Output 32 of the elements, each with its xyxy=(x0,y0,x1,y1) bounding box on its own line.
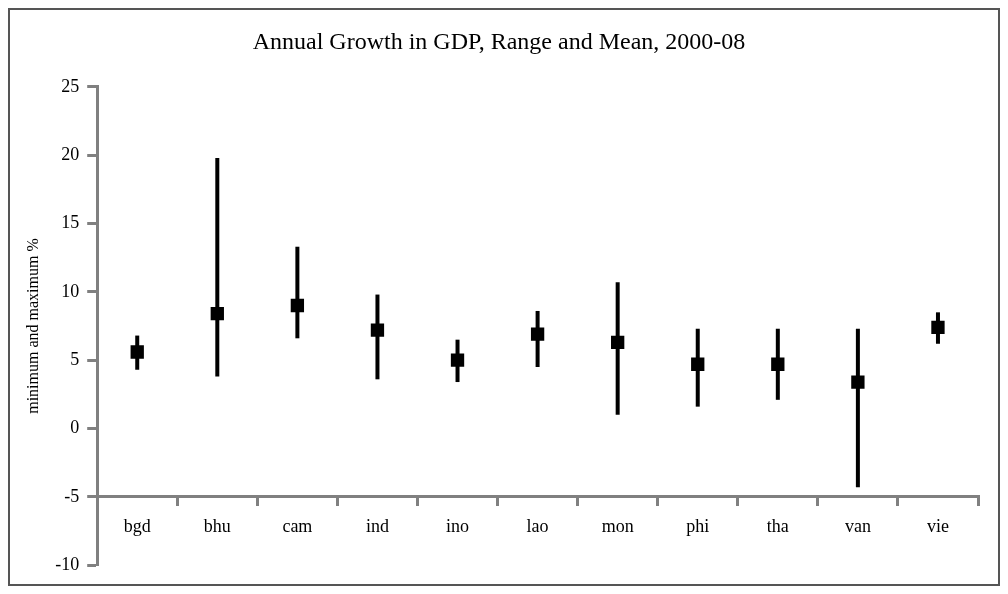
x-tick-label: ino xyxy=(446,516,470,537)
point xyxy=(130,345,144,359)
y-tick-label: 5 xyxy=(70,348,80,369)
x-tick-label: van xyxy=(844,516,871,537)
x-tick-label: vie xyxy=(926,516,949,537)
y-tick-label: 25 xyxy=(61,75,80,96)
y-tick-label: 0 xyxy=(70,417,80,438)
x-tick-label: tha xyxy=(766,516,789,537)
point xyxy=(851,375,865,389)
point xyxy=(611,335,625,350)
x-tick-label: ind xyxy=(365,516,389,537)
x-tick-label: cam xyxy=(282,516,313,537)
y-tick-label: 10 xyxy=(61,280,80,301)
y-tick-label: 20 xyxy=(61,143,80,164)
point xyxy=(691,357,705,371)
x-tick-label: bhu xyxy=(203,516,231,537)
x-tick-label: bgd xyxy=(123,516,151,537)
point xyxy=(450,353,465,367)
point xyxy=(530,327,545,341)
x-tick-label: lao xyxy=(526,516,549,537)
x-tick-label: phi xyxy=(686,516,710,537)
y-tick-label: -10 xyxy=(55,553,80,574)
y-tick-label: -5 xyxy=(64,485,80,506)
point xyxy=(370,323,385,337)
point xyxy=(210,307,224,321)
chart-title: Annual Growth in GDP, Range and Mean, 2000-08 xyxy=(252,27,746,54)
point xyxy=(290,298,305,313)
point xyxy=(931,320,945,335)
y-axis-title: minimum and maximum % xyxy=(23,238,41,414)
x-tick-label: mon xyxy=(601,516,634,537)
point xyxy=(771,357,785,371)
y-tick-label: 15 xyxy=(61,212,80,233)
